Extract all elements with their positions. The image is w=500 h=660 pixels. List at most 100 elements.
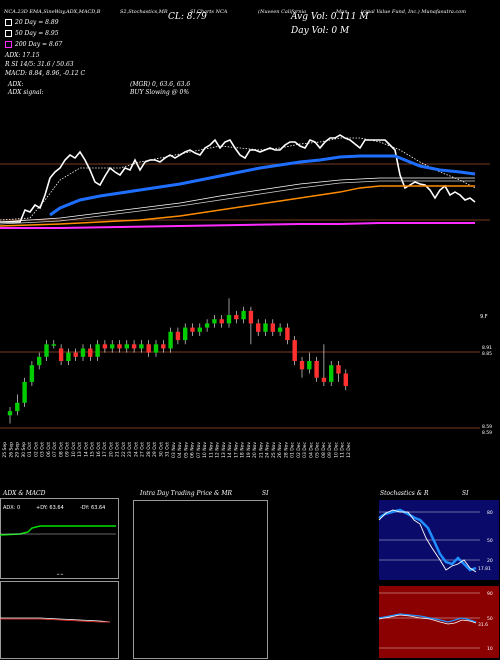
- date-label: 27 Oct: [140, 442, 146, 457]
- date-label: 18 Nov: [240, 442, 246, 458]
- date-label: 06 Oct: [46, 442, 52, 457]
- ma50-label: 50 Day = 8.95: [15, 30, 59, 37]
- candle-body: [110, 344, 115, 349]
- date-label: 06 Nov: [190, 442, 196, 458]
- date-label: 24 Oct: [133, 442, 139, 457]
- ema-orange-line: [0, 185, 475, 227]
- right-label-top: 9.F: [480, 314, 488, 320]
- candle-body: [146, 344, 151, 353]
- candle-body: [124, 344, 129, 349]
- date-label: 23 Oct: [127, 442, 133, 457]
- date-label: 29 Sep: [15, 442, 21, 458]
- adx-green-line: [0, 525, 116, 536]
- close-label: CL: 8.79: [168, 12, 207, 22]
- adx-signal-label: ADX signal:: [8, 89, 44, 96]
- date-label: 26 Nov: [277, 442, 283, 458]
- adx-label: ADX:: [8, 81, 24, 88]
- candle-body: [190, 327, 195, 332]
- legend-ma20: 20 Day = 8.89: [5, 17, 59, 28]
- candle-body: [102, 344, 108, 349]
- candle-body: [263, 323, 268, 332]
- bottom-panels-svg: ADX: 0 +DY: 63.64 -DY: 63.64 ^^ 80 50 20…: [0, 498, 499, 659]
- candle-body: [66, 352, 71, 361]
- stoch-title: Stochastics & R: [380, 490, 429, 497]
- date-label: 04 Nov: [177, 442, 183, 458]
- date-label: 30 Sep: [21, 442, 27, 458]
- date-label: 09 Oct: [65, 442, 71, 457]
- date-label: 03 Nov: [171, 442, 177, 458]
- date-label: 07 Nov: [196, 442, 202, 458]
- candle-body: [277, 327, 283, 332]
- header-name: (Nuveen California: [258, 9, 307, 15]
- date-label: 03 Dec: [302, 441, 308, 457]
- date-label: 07 Oct: [52, 442, 58, 457]
- candle-body: [175, 331, 181, 341]
- date-label: 13 Oct: [77, 442, 83, 457]
- ma200-label: 200 Day = 8.67: [15, 41, 63, 48]
- candle-body: [299, 361, 305, 370]
- candle-body: [197, 327, 202, 332]
- date-label: 13 Nov: [221, 442, 227, 458]
- date-label: 26 Sep: [8, 442, 14, 458]
- right-label-mid1: 8.91: [482, 345, 492, 351]
- candle-area: 9.F 8.91 8.85 8.59 8.59 25 Sep 26 Sep 29 S…: [0, 298, 492, 458]
- date-label: 05 Nov: [183, 442, 189, 458]
- header-stoch: S2,Stochastics,MR: [120, 9, 168, 15]
- stoch-d-line: [378, 509, 477, 573]
- candle-body: [58, 348, 64, 361]
- candle-body: [161, 344, 166, 349]
- candle-body: [22, 381, 27, 403]
- rsi-value: 31.6: [478, 622, 488, 628]
- date-label: 22 Oct: [121, 442, 127, 457]
- date-label: 10 Nov: [202, 442, 208, 458]
- stoch-value: 17.81: [478, 566, 491, 572]
- date-label: 02 Dec: [296, 441, 302, 457]
- candle-body: [329, 365, 334, 382]
- date-label: 05 Dec: [315, 441, 321, 457]
- ma20-swatch: [5, 19, 12, 26]
- candle-body: [37, 356, 42, 366]
- candle-body: [88, 348, 93, 357]
- date-label: 16 Oct: [96, 442, 102, 457]
- date-label: 10 Oct: [71, 442, 77, 457]
- candle-body: [212, 319, 217, 324]
- candle-body: [183, 327, 188, 341]
- stoch-label-50: 50: [487, 538, 493, 544]
- candle-body: [168, 331, 173, 349]
- date-label: 15 Oct: [90, 442, 96, 457]
- date-label: 12 Nov: [215, 442, 221, 458]
- ma20-dotted: [0, 137, 476, 221]
- candle-body: [314, 361, 319, 378]
- date-label: 09 Dec: [327, 441, 333, 457]
- stoch-label-80: 80: [487, 510, 493, 516]
- rsi-white-line: [378, 614, 477, 625]
- adx-readout-a: ADX: 0: [3, 505, 20, 511]
- macd-line: [0, 617, 111, 623]
- candle-body: [204, 323, 210, 328]
- candle-body: [95, 344, 100, 357]
- date-label: 21 Nov: [258, 442, 264, 458]
- date-label: 20 Nov: [252, 442, 258, 458]
- adx-macd-title: ADX & MACD: [3, 490, 46, 497]
- candle-body: [15, 402, 20, 412]
- intraday-si: SI: [262, 490, 269, 497]
- candle-body: [307, 361, 312, 370]
- candle-body: [44, 344, 49, 357]
- candle-body: [139, 344, 144, 349]
- date-label: 14 Oct: [83, 442, 89, 457]
- date-label: 28 Oct: [146, 442, 152, 457]
- rsi-label-90: 90: [487, 591, 493, 597]
- ema-white-1: [0, 177, 475, 223]
- date-label: 03 Oct: [40, 442, 46, 457]
- adx-readout-b: +DY: 63.64: [36, 505, 64, 511]
- date-label: 20 Oct: [108, 442, 114, 457]
- mgr-values: (MGR) 0, 63.6, 63.6: [130, 81, 191, 88]
- candle-body: [131, 344, 137, 349]
- ma20-label: 20 Day = 8.89: [15, 19, 59, 26]
- legend-ma50: 50 Day = 8.95: [5, 28, 59, 39]
- right-label-low2: 8.59: [482, 430, 492, 436]
- date-label: 31 Oct: [165, 442, 171, 457]
- candles-group: [7, 298, 348, 424]
- stoch-si: SI: [462, 490, 469, 497]
- ma50-swatch: [5, 30, 12, 37]
